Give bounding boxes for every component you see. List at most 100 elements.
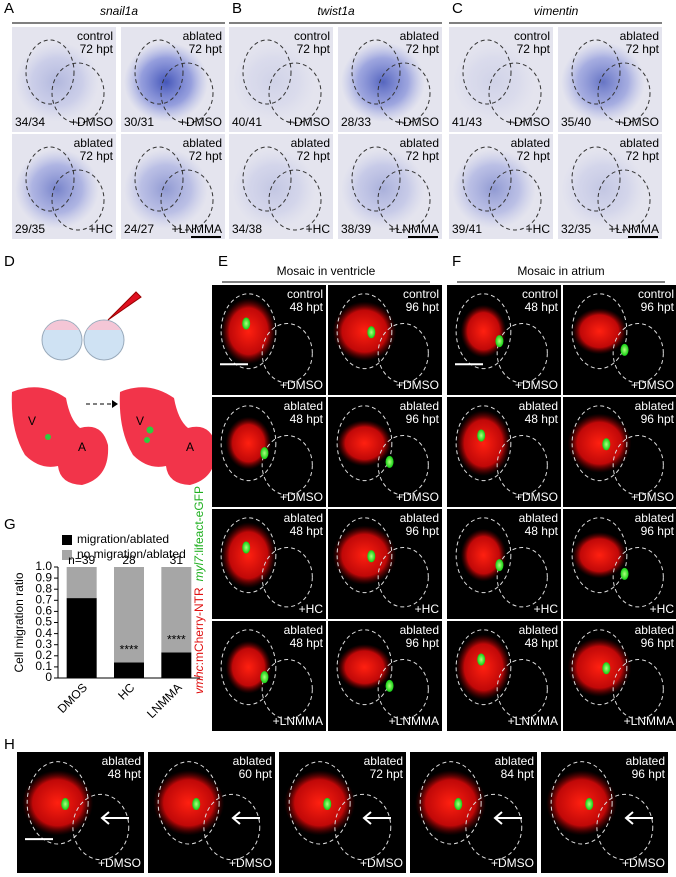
gfp-signal <box>454 798 463 811</box>
outline <box>160 62 214 124</box>
outline <box>351 39 401 105</box>
condition-label: control <box>403 287 439 301</box>
time-label: 72 hpt <box>189 149 223 163</box>
treatment-label: +LNMMA <box>609 222 659 236</box>
arrow <box>100 811 129 825</box>
outline <box>268 169 322 231</box>
gfp-cell <box>144 437 150 443</box>
time-label: 72 hpt <box>297 42 331 56</box>
gfp-signal <box>323 798 332 811</box>
time-label: 72 hpt <box>189 42 223 56</box>
embryo-pole <box>45 320 79 330</box>
outline <box>134 146 184 212</box>
gfp-signal <box>585 798 594 811</box>
count-label: 32/35 <box>561 222 591 236</box>
y-tick-label: 0.5 <box>35 615 52 629</box>
condition-label: ablated <box>183 136 222 150</box>
y-tick-label: 0 <box>45 670 52 684</box>
gfp-signal <box>192 798 201 811</box>
panel-letter: C <box>452 0 463 17</box>
count-label: 29/35 <box>15 222 45 236</box>
outline <box>220 405 277 482</box>
time-label: 72 hpt <box>80 149 114 163</box>
treatment-label: +LNMMA <box>172 222 222 236</box>
outline <box>157 761 220 845</box>
ventricle-signal <box>337 644 392 691</box>
outline <box>261 434 313 496</box>
treatment-label: +DMSO <box>616 115 659 129</box>
treatment-label: +HC <box>650 602 675 616</box>
outline <box>455 517 512 594</box>
time-label: 48 hpt <box>290 524 324 538</box>
condition-label: ablated <box>400 623 439 637</box>
injection-diagram: V A V A <box>11 291 217 485</box>
panel-letter: F <box>452 253 461 270</box>
time-label: 72 hpt <box>626 42 660 56</box>
count-label: 24/27 <box>124 222 154 236</box>
outline <box>462 146 512 212</box>
outline <box>571 517 628 594</box>
significance-label: **** <box>120 643 139 657</box>
arrow <box>624 811 653 825</box>
outline <box>25 146 75 212</box>
condition-label: ablated <box>635 623 674 637</box>
arrow-head <box>112 400 118 408</box>
treatment-label: +DMSO <box>622 856 665 870</box>
panel-letter: H <box>4 736 15 753</box>
condition-label: ablated <box>284 623 323 637</box>
treatment-label: +DMSO <box>396 490 439 504</box>
time-label: 48 hpt <box>108 767 142 781</box>
arrow <box>493 811 522 825</box>
condition-label: ablated <box>364 754 403 768</box>
y-tick-label: 0.7 <box>35 592 52 606</box>
legend-swatch <box>62 550 72 560</box>
treatment-label: +DMSO <box>70 115 113 129</box>
y-tick-label: 0.9 <box>35 570 52 584</box>
time-label: 84 hpt <box>501 767 535 781</box>
gfp-signal <box>367 550 376 563</box>
time-label: 96 hpt <box>406 636 440 650</box>
y-tick-label: 0.6 <box>35 604 52 618</box>
outline <box>268 62 322 124</box>
treatment-label: +DMSO <box>396 378 439 392</box>
outline <box>26 761 89 845</box>
y-tick-label: 0.4 <box>35 626 52 640</box>
outline <box>455 629 512 706</box>
ventricle-signal <box>225 640 272 694</box>
condition-label: ablated <box>635 511 674 525</box>
stain <box>452 149 536 229</box>
outline <box>261 546 313 608</box>
outline <box>377 322 429 384</box>
gfp-signal <box>260 447 269 460</box>
condition-label: control <box>638 287 674 301</box>
condition-label: control <box>287 287 323 301</box>
ventricle-signal <box>460 528 507 582</box>
treatment-label: +LNMMA <box>624 714 674 728</box>
treatment-label: +DMSO <box>631 378 674 392</box>
treatment-label: +DMSO <box>631 490 674 504</box>
condition-label: ablated <box>183 29 222 43</box>
ventricle-signal <box>572 532 627 579</box>
condition-label: ablated <box>400 136 439 150</box>
outline <box>496 546 548 608</box>
treatment-label: +HC <box>306 222 331 236</box>
arrow <box>231 811 260 825</box>
outline <box>455 293 512 370</box>
ventricle-signal <box>153 770 225 836</box>
treatment-label: +DMSO <box>515 490 558 504</box>
condition-label: ablated <box>620 29 659 43</box>
outline <box>597 62 651 124</box>
